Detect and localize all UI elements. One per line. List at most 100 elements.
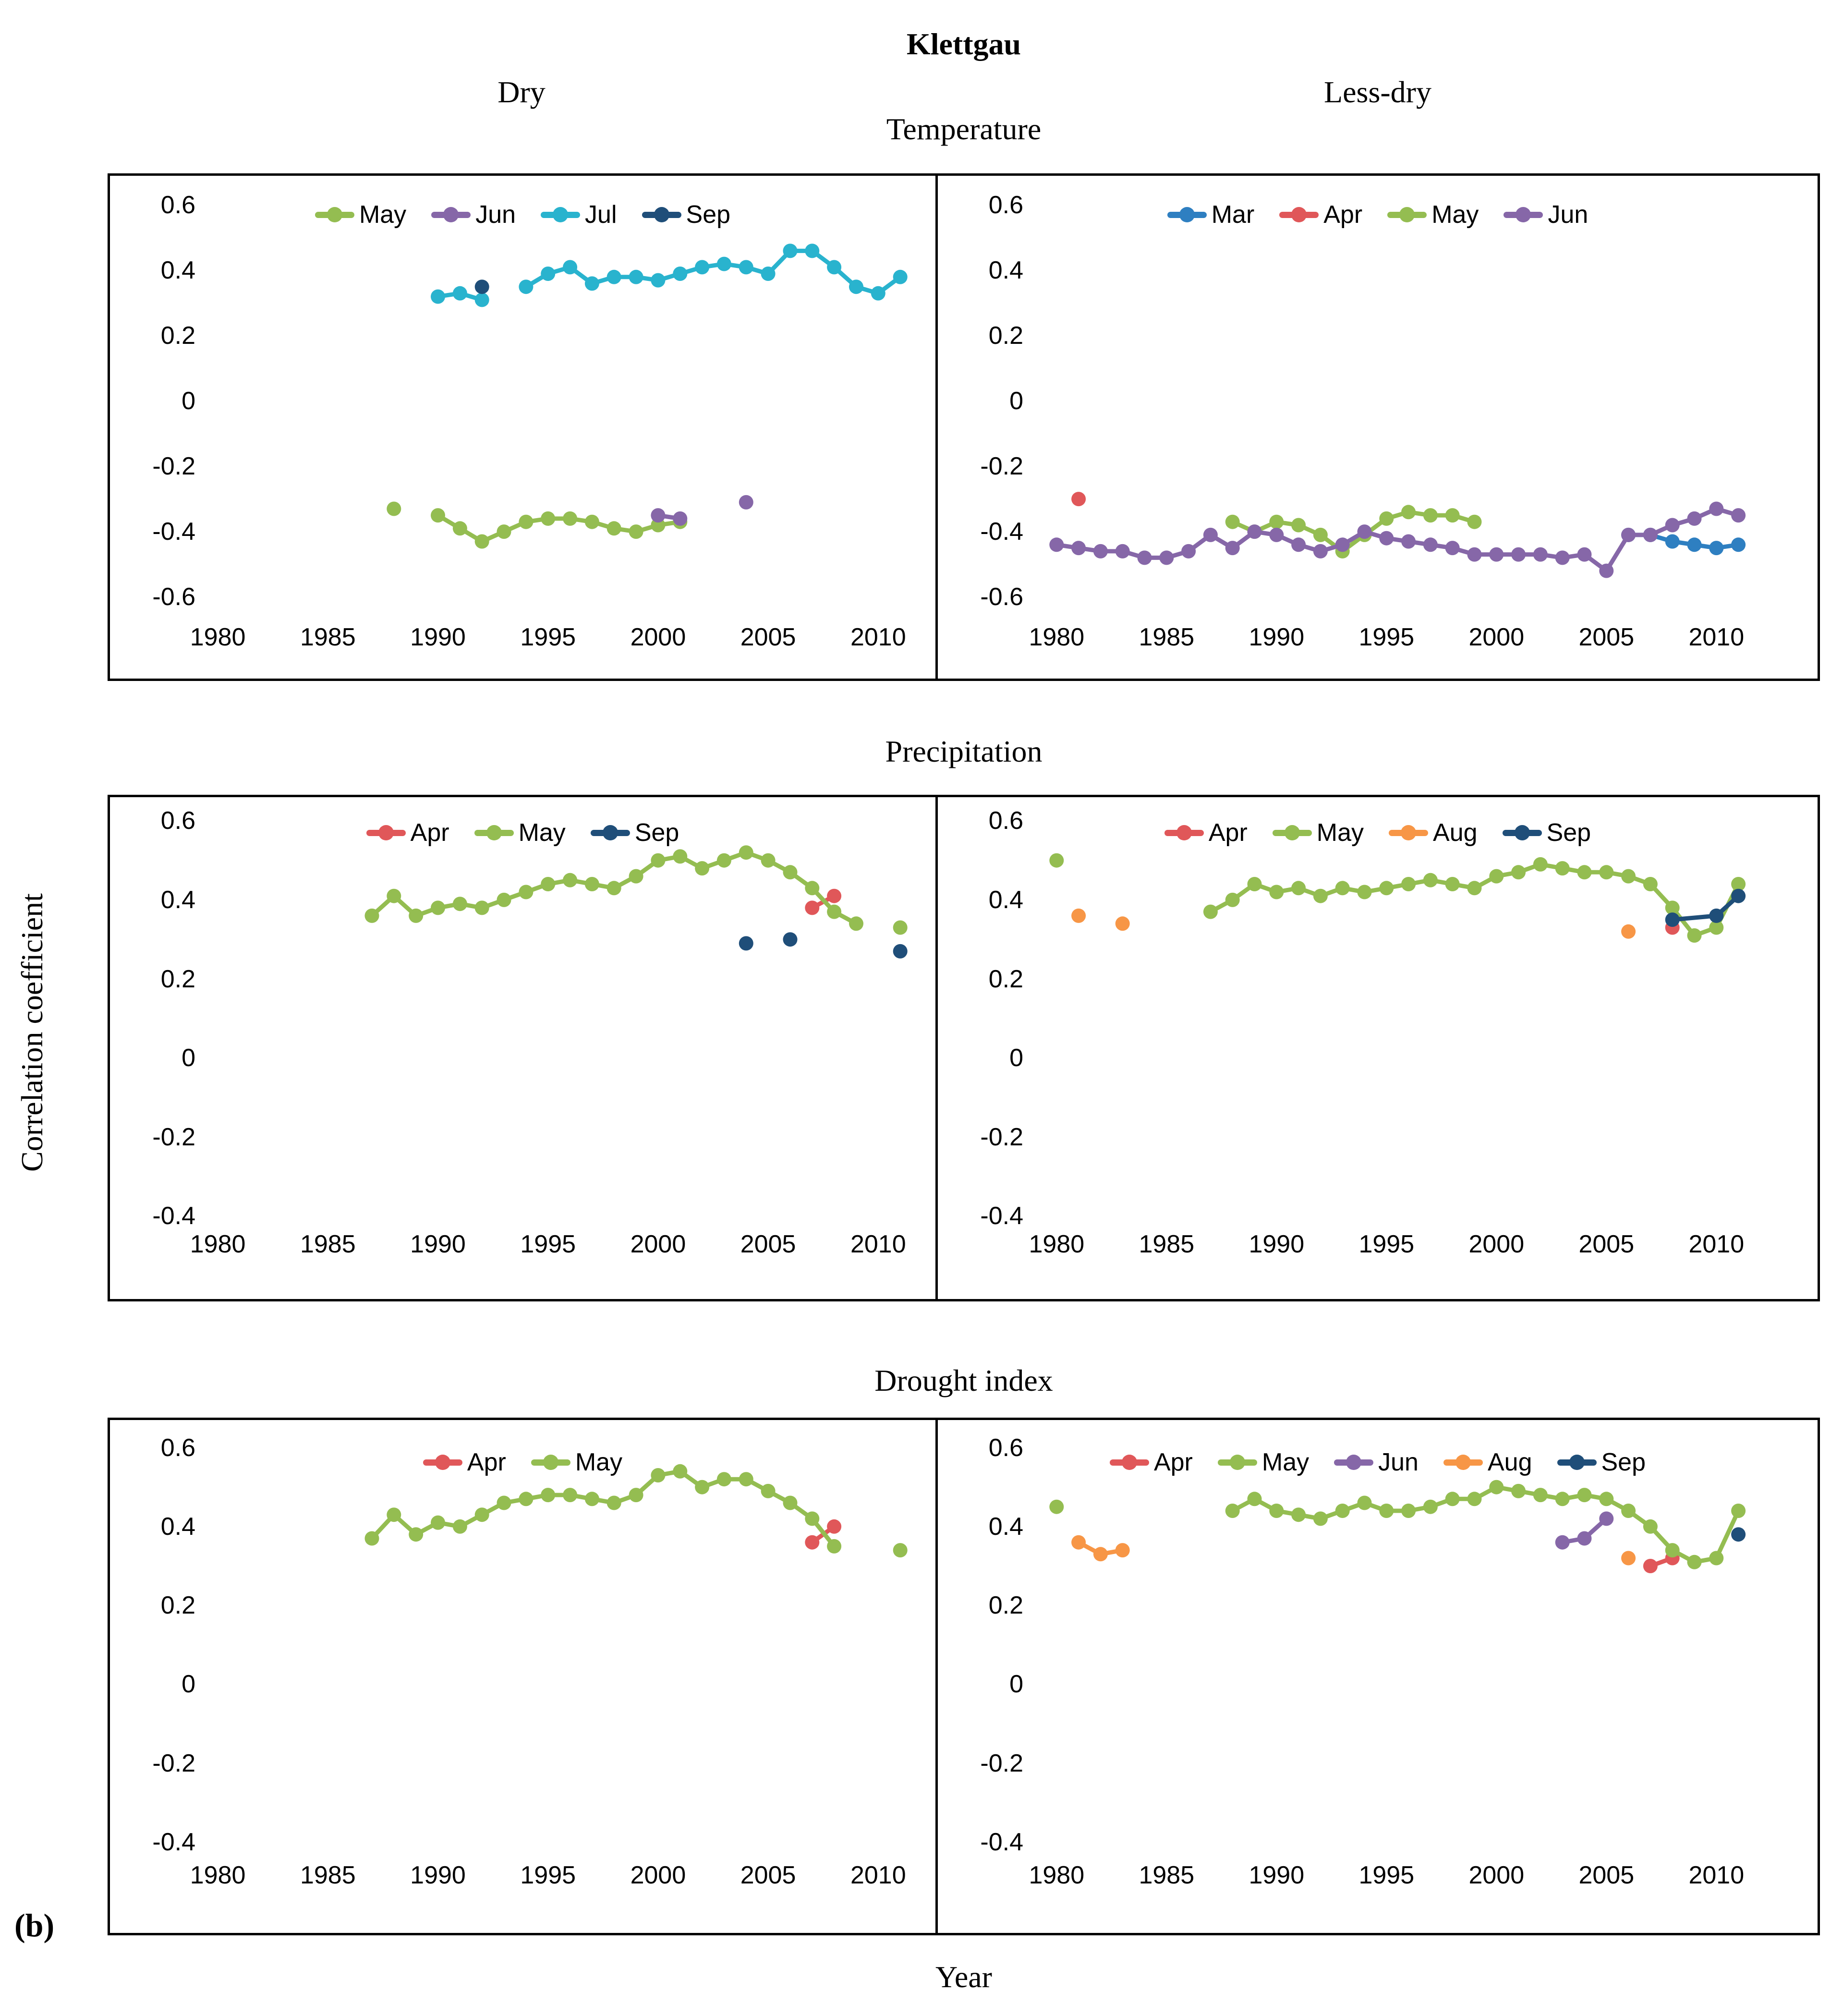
chart-panel-drought-index-less-dry: 0.6 0.4 0.2 0 -0.2 -0.4 1980 1985 1990 1995 2000 20… <box>938 1420 1818 1933</box>
y-tick-label: 0.6 <box>160 1433 195 1462</box>
x-tick-label: 1985 <box>300 1861 356 1889</box>
legend-dot-icon <box>1399 207 1415 222</box>
y-tick-label: 0.2 <box>160 322 195 350</box>
legend-marker-icon <box>531 1455 570 1470</box>
legend-label: Mar <box>1211 201 1255 229</box>
legend-dot-icon <box>602 825 618 840</box>
col-title-dry: Dry <box>497 75 546 109</box>
legend-dot-icon <box>1284 825 1300 840</box>
y-tick-label: -0.2 <box>980 1749 1023 1777</box>
y-tick-label: -0.4 <box>980 1202 1023 1230</box>
x-tick-label: 2005 <box>1578 1230 1635 1258</box>
series-may <box>364 845 908 935</box>
legend-dot-icon <box>435 1455 450 1470</box>
legend-dot-icon <box>1514 825 1530 840</box>
figure-suptitle: Klettgau <box>906 27 1021 61</box>
chart-row-2: 0.6 0.4 0.2 0 -0.2 -0.4 1980 1985 1990 1995 2000 20… <box>108 1418 1820 1935</box>
y-tick-label: -0.4 <box>152 518 195 546</box>
legend-item-apr: Apr <box>1164 820 1248 845</box>
x-tick-label: 1995 <box>520 1861 576 1889</box>
legend-marker-icon <box>1504 207 1543 222</box>
legend-item-may: May <box>1217 1450 1309 1475</box>
x-tick-label: 1995 <box>520 1230 576 1258</box>
y-tick-label: 0 <box>1009 1670 1023 1699</box>
x-tick-label: 2005 <box>740 1230 796 1258</box>
x-tick-label: 1985 <box>1139 623 1195 651</box>
legend-dot-icon <box>1401 825 1417 840</box>
chart-row-1: 0.6 0.4 0.2 0 -0.2 -0.4 1980 1985 1990 1995 2000 20… <box>108 795 1820 1301</box>
x-tick-label: 1995 <box>520 623 576 651</box>
legend-item-mar: Mar <box>1167 201 1255 229</box>
y-tick-label: 0 <box>182 1670 195 1699</box>
y-tick-label: 0.4 <box>160 886 195 914</box>
y-axis-label: Correlation coefficient <box>15 893 49 1172</box>
legend-dot-icon <box>1346 1455 1362 1470</box>
panel-divider <box>935 797 938 1299</box>
x-tick-label: 2005 <box>740 1861 796 1889</box>
y-tick-label: 0.6 <box>160 191 195 219</box>
legend-item-may: May <box>1272 820 1364 845</box>
legend-marker-icon <box>1217 1455 1257 1470</box>
series-sep <box>1731 1527 1746 1542</box>
x-tick-label: 2005 <box>1578 1861 1635 1889</box>
legend-label: May <box>518 819 566 847</box>
legend-label: Aug <box>1487 1448 1532 1476</box>
chart-canvas-drought-index-dry <box>364 1464 908 1558</box>
y-tick-label: -0.2 <box>152 1749 195 1777</box>
legend-dot-icon <box>443 207 459 222</box>
figure-panel-label: (b) <box>14 1907 55 1943</box>
chart-canvas-precipitation-dry <box>364 845 908 959</box>
chart-panel-drought-index-dry: 0.6 0.4 0.2 0 -0.2 -0.4 1980 1985 1990 1995 2000 20… <box>110 1420 935 1933</box>
legend-label: Jun <box>1378 1448 1419 1476</box>
legend-marker-icon <box>1109 1455 1149 1470</box>
x-tick-label: 2010 <box>1688 1230 1745 1258</box>
x-tick-label: 1995 <box>1358 1230 1415 1258</box>
legend-item-sep: Sep <box>1557 1450 1646 1475</box>
y-tick-label: 0.4 <box>160 256 195 285</box>
x-tick-label: 1980 <box>1029 1230 1085 1258</box>
x-tick-label: 1980 <box>190 1861 246 1889</box>
chart-canvas-temperature-dry <box>387 243 908 549</box>
chart-canvas-temperature-less-dry <box>1049 492 1746 578</box>
legend-marker-icon <box>1334 1455 1374 1470</box>
col-title-less-dry: Less-dry <box>1324 75 1431 109</box>
legend-marker-icon <box>366 825 406 840</box>
series-jun <box>651 495 753 526</box>
x-axis-label: Year <box>935 1960 992 1994</box>
y-tick-label: 0.6 <box>988 807 1023 835</box>
legend-item-may: May <box>1387 202 1479 227</box>
x-tick-label: 2010 <box>850 1861 906 1889</box>
x-tick-label: 1990 <box>410 623 466 651</box>
legend-item-may: May <box>315 202 406 227</box>
legend-dot-icon <box>1455 1455 1471 1470</box>
legend-marker-icon <box>423 1455 462 1470</box>
y-tick-label: 0 <box>182 387 195 415</box>
x-tick-label: 2005 <box>1578 623 1635 651</box>
y-tick-label: -0.2 <box>980 1123 1023 1151</box>
y-tick-label: 0.4 <box>988 1512 1023 1541</box>
legend-marker-icon <box>1443 1455 1483 1470</box>
legend-item-aug: Aug <box>1443 1450 1532 1475</box>
y-tick-label: -0.2 <box>152 452 195 481</box>
x-tick-label: 2000 <box>1468 623 1525 651</box>
legend-marker-icon <box>1167 207 1207 222</box>
x-tick-label: 2000 <box>630 1230 686 1258</box>
legend-item-may: May <box>531 1450 622 1475</box>
panel-divider <box>935 176 938 679</box>
y-tick-label: 0.4 <box>988 886 1023 914</box>
legend-item-jul: Jul <box>541 202 617 227</box>
chart-panel-precipitation-less-dry: 0.6 0.4 0.2 0 -0.2 -0.4 1980 1985 1990 1995 2000 20… <box>938 797 1818 1299</box>
series-jun <box>1049 501 1746 578</box>
legend: May Jun Jul Sep <box>110 202 935 227</box>
legend-label: Sep <box>1546 819 1591 847</box>
legend-dot-icon <box>654 207 669 222</box>
legend-marker-icon <box>1387 207 1427 222</box>
legend-item-apr: Apr <box>1109 1450 1193 1475</box>
y-tick-label: 0.2 <box>988 965 1023 993</box>
legend-label: Jun <box>1548 201 1588 229</box>
x-tick-label: 2000 <box>1468 1861 1525 1889</box>
series-may <box>364 1464 908 1558</box>
chart-panel-temperature-less-dry: 0.6 0.4 0.2 0 -0.2 -0.4 -0.6 1980 1985 1990 1995 20… <box>938 176 1818 679</box>
chart-panel-temperature-dry: 0.6 0.4 0.2 0 -0.2 -0.4 -0.6 1980 1985 1990 1995 20… <box>110 176 935 679</box>
legend-marker-icon <box>474 825 514 840</box>
